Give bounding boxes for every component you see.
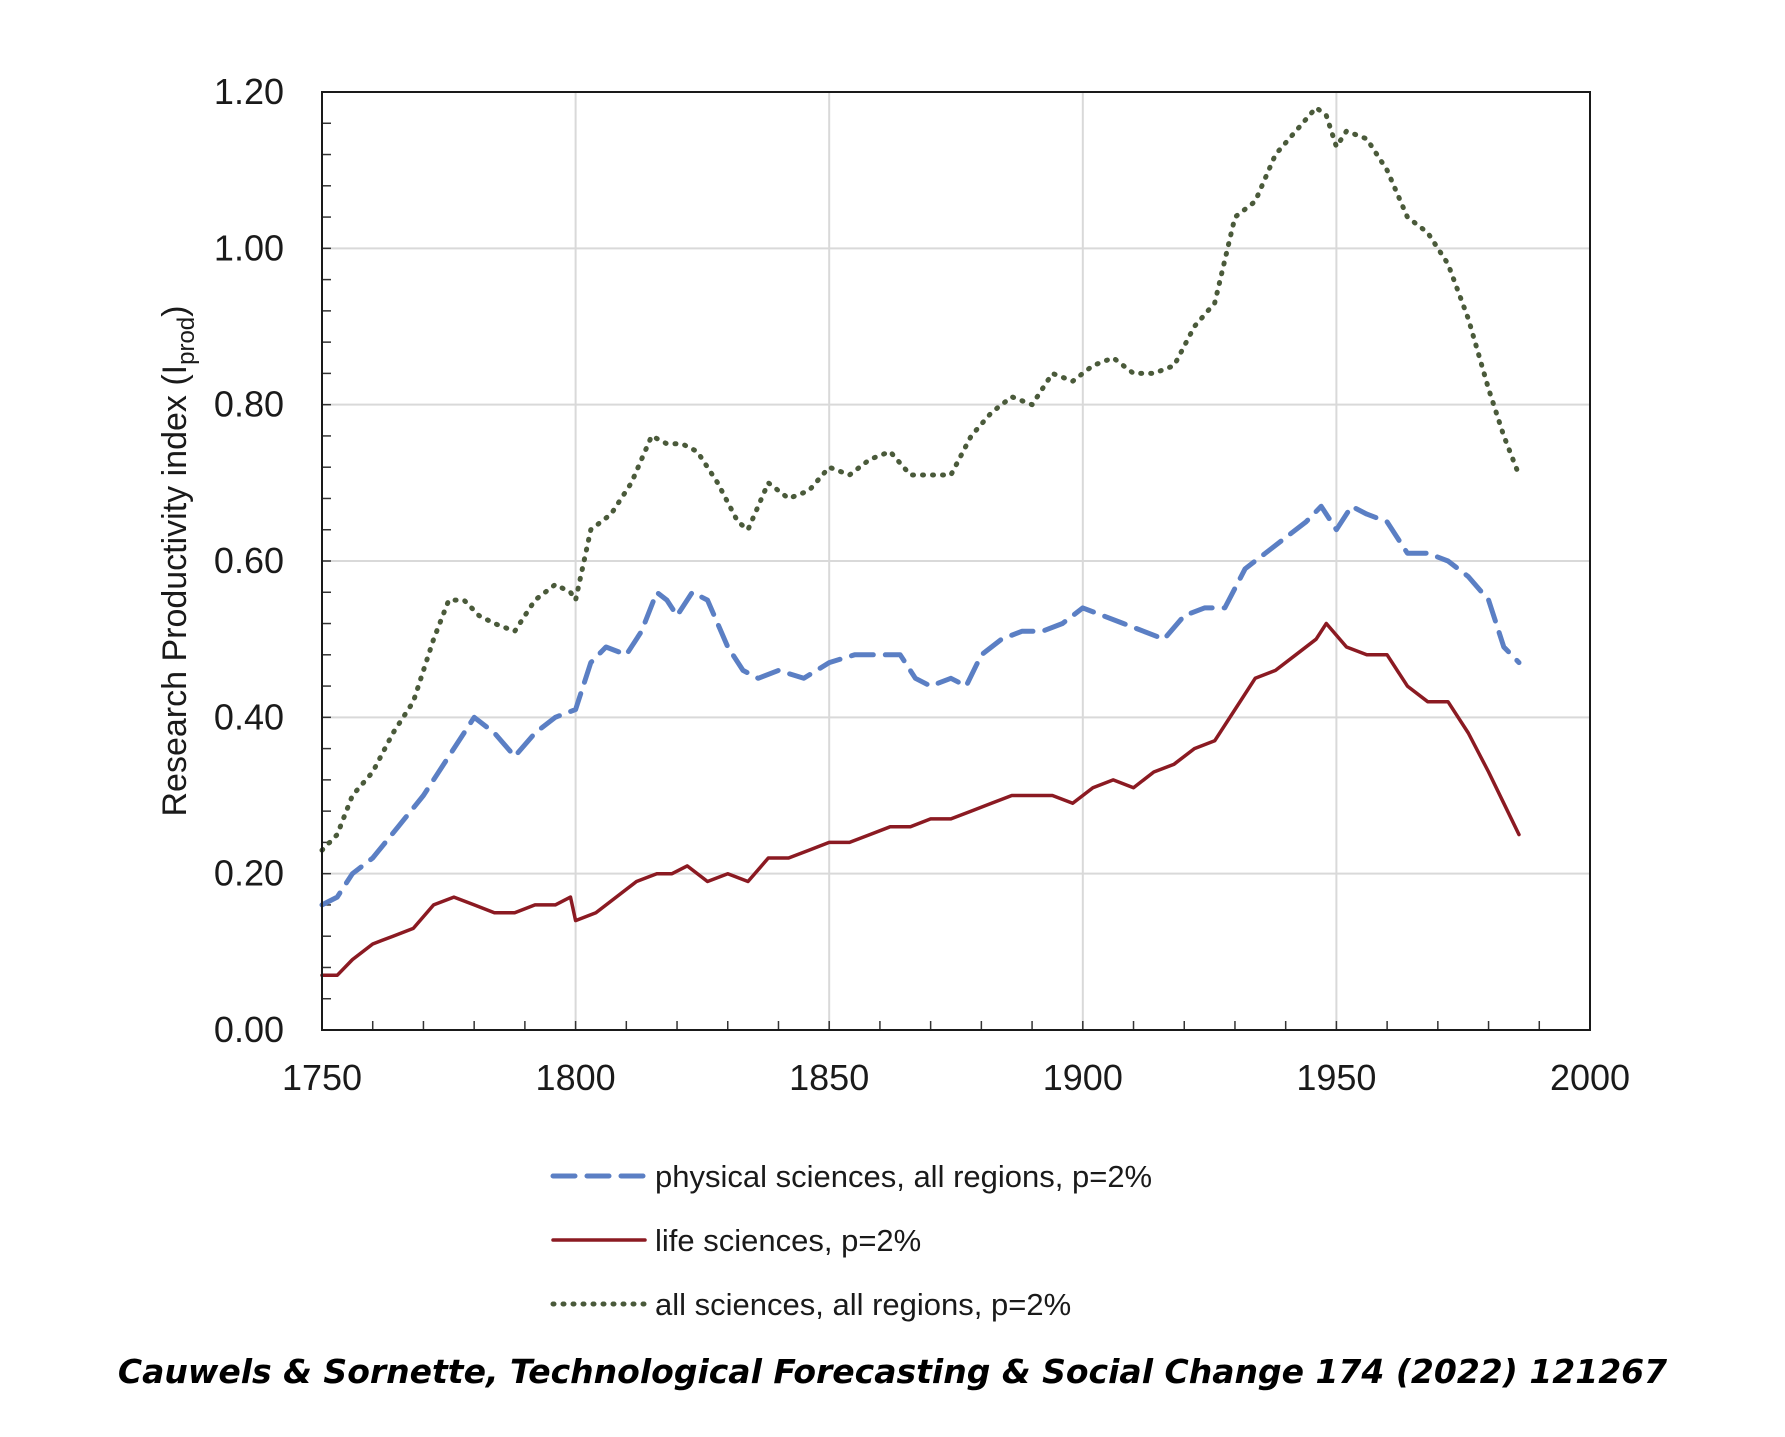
y-tick-label: 1.20 [214, 71, 284, 112]
y-axis-label-main: Research Productivity index (I [156, 365, 194, 817]
y-tick-label: 0.80 [214, 384, 284, 425]
x-tick-label: 1750 [282, 1057, 362, 1098]
y-tick-label: 1.00 [214, 227, 284, 268]
legend-label: physical sciences, all regions, p=2% [655, 1159, 1152, 1194]
x-tick-label: 1800 [536, 1057, 616, 1098]
plot-frame [321, 91, 1591, 1031]
series-lines [319, 105, 1522, 978]
series-line-2 [320, 621, 1521, 978]
y-tick-labels: 0.00 0.20 0.40 0.60 0.80 1.00 1.20 [214, 71, 284, 1050]
y-tick-label: 0.40 [214, 696, 284, 737]
x-tick-label: 1850 [789, 1057, 869, 1098]
legend-label: life sciences, p=2% [655, 1223, 921, 1258]
x-tick-labels: 1750 1800 1850 1900 1950 2000 [282, 1057, 1630, 1098]
legend-label: all sciences, all regions, p=2% [655, 1287, 1071, 1322]
y-tick-label: 0.20 [214, 853, 284, 894]
y-axis-label-close: ) [156, 305, 194, 316]
grid-lines [321, 91, 1591, 1031]
series-line-1 [319, 503, 1522, 908]
y-axis-label-subscript: prod [173, 317, 200, 365]
x-tick-label: 1900 [1043, 1057, 1123, 1098]
y-tick-label: 0.60 [214, 540, 284, 581]
series-line-3 [319, 105, 1522, 853]
legend: physical sciences, all regions, p=2% life… [550, 1159, 1152, 1322]
y-tick-label: 0.00 [214, 1009, 284, 1050]
x-tick-label: 2000 [1550, 1057, 1630, 1098]
citation: Cauwels & Sornette, Technological Foreca… [117, 1352, 1668, 1391]
x-tick-label: 1950 [1296, 1057, 1376, 1098]
y-axis-label: Research Productivity index (Iprod) [156, 305, 200, 816]
